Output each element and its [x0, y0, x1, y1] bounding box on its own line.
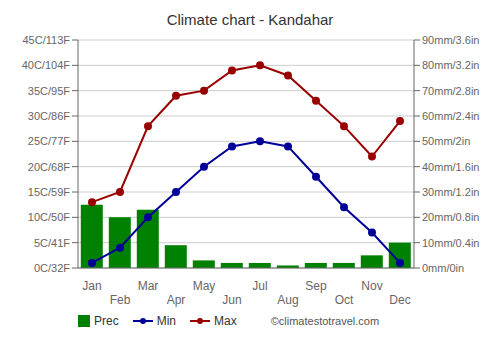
svg-text:Jul: Jul: [252, 279, 267, 293]
svg-text:Aug: Aug: [277, 293, 298, 307]
svg-text:30mm/1.2in: 30mm/1.2in: [422, 186, 479, 198]
svg-text:Feb: Feb: [110, 293, 131, 307]
svg-text:Nov: Nov: [361, 279, 382, 293]
svg-text:5C/41F: 5C/41F: [34, 237, 70, 249]
svg-text:Jun: Jun: [222, 293, 241, 307]
svg-text:40C/104F: 40C/104F: [22, 59, 71, 71]
svg-text:60mm/2.4in: 60mm/2.4in: [422, 110, 479, 122]
svg-text:20mm/0.8in: 20mm/0.8in: [422, 211, 479, 223]
svg-text:40mm/1.6in: 40mm/1.6in: [422, 161, 479, 173]
html-text:Climate chart - Kandahar: Climate chart - Kandahar: [166, 11, 334, 28]
svg-text:Oct: Oct: [335, 293, 354, 307]
svg-text:80mm/3.2in: 80mm/3.2in: [422, 59, 479, 71]
svg-text:Apr: Apr: [167, 293, 186, 307]
html-text:Min: Min: [156, 314, 176, 328]
svg-text:20C/68F: 20C/68F: [28, 161, 70, 173]
svg-text:70mm/2.8in: 70mm/2.8in: [422, 85, 479, 97]
svg-text:90mm/3.6in: 90mm/3.6in: [422, 34, 479, 46]
svg-text:10mm/0.4in: 10mm/0.4in: [422, 237, 479, 249]
svg-text:45C/113F: 45C/113F: [23, 34, 71, 46]
svg-text:May: May: [193, 279, 216, 293]
svg-text:Dec: Dec: [389, 293, 410, 307]
html-text:Prec: Prec: [94, 314, 119, 328]
svg-text:Jan: Jan: [82, 279, 101, 293]
svg-text:15C/59F: 15C/59F: [28, 186, 70, 198]
html-text:Max: Max: [214, 314, 237, 328]
svg-text:35C/95F: 35C/95F: [28, 85, 70, 97]
svg-text:Sep: Sep: [305, 279, 327, 293]
svg-text:25C/77F: 25C/77F: [28, 135, 70, 147]
svg-text:0C/32F: 0C/32F: [34, 262, 70, 274]
svg-text:0mm/0in: 0mm/0in: [422, 262, 464, 274]
svg-text:50mm/2in: 50mm/2in: [422, 135, 470, 147]
svg-text:Mar: Mar: [138, 279, 159, 293]
svg-text:30C/86F: 30C/86F: [28, 110, 70, 122]
html-text:©climatestotravel.com: ©climatestotravel.com: [270, 315, 380, 327]
svg-text:10C/50F: 10C/50F: [28, 211, 70, 223]
